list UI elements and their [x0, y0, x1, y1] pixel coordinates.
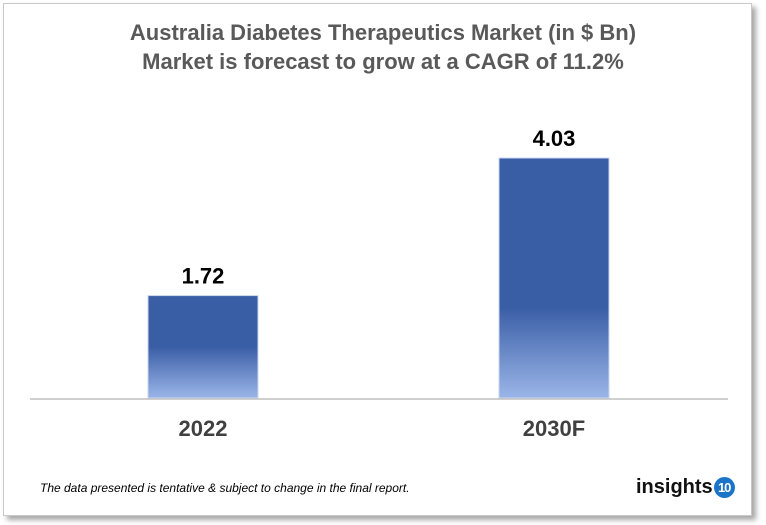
data-label: 1.72	[182, 264, 225, 289]
data-label: 4.03	[533, 126, 576, 151]
insights10-logo: insights 10	[636, 476, 735, 499]
chart-subtitle: Market is forecast to grow at a CAGR of …	[142, 49, 624, 74]
x-tick-label: 2022	[179, 416, 228, 441]
chart-title: Australia Diabetes Therapeutics Market (…	[129, 20, 637, 45]
chart-frame	[3, 3, 752, 516]
logo-text: insights	[636, 476, 713, 498]
x-tick-label: 2030F	[523, 416, 585, 441]
logo-badge: 10	[713, 477, 735, 498]
bar-2030F	[498, 157, 610, 399]
bar-2022	[147, 295, 259, 399]
footnote: The data presented is tentative & subjec…	[40, 481, 410, 495]
